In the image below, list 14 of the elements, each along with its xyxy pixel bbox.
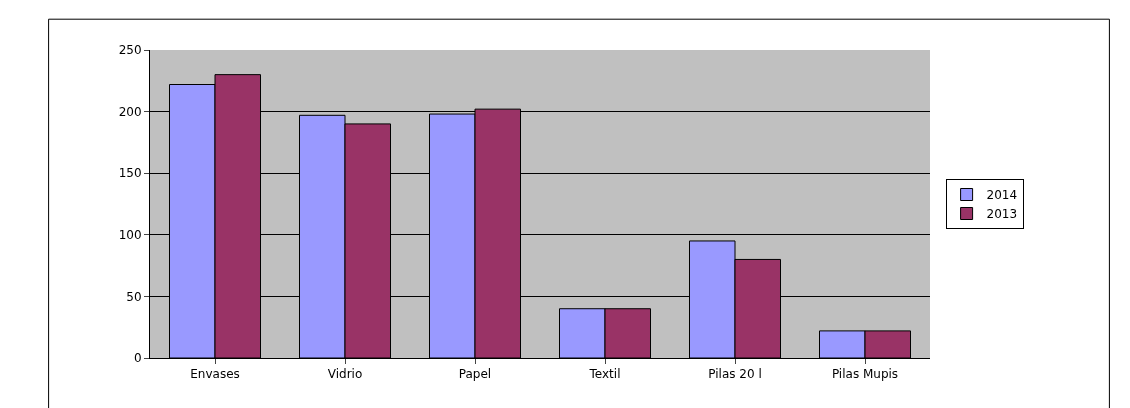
x-tick-label: Textil bbox=[588, 367, 621, 382]
legend-label: 2013 bbox=[986, 207, 1018, 222]
y-tick-label: 150 bbox=[118, 166, 142, 181]
x-tick-label: Vidrio bbox=[327, 367, 363, 382]
x-tick-label: Pilas Mupis bbox=[831, 367, 899, 382]
y-tick-label: 50 bbox=[126, 289, 142, 304]
legend-label: 2014 bbox=[986, 188, 1018, 203]
x-tick-label: Papel bbox=[458, 367, 492, 382]
y-tick-label: 0 bbox=[133, 351, 142, 366]
x-tick-label: Envases bbox=[190, 367, 240, 382]
y-tick-label: 200 bbox=[118, 104, 142, 119]
y-tick-label: 250 bbox=[118, 43, 142, 58]
y-tick-label: 100 bbox=[118, 228, 142, 242]
x-tick-label: Pilas 20 l bbox=[708, 367, 762, 382]
